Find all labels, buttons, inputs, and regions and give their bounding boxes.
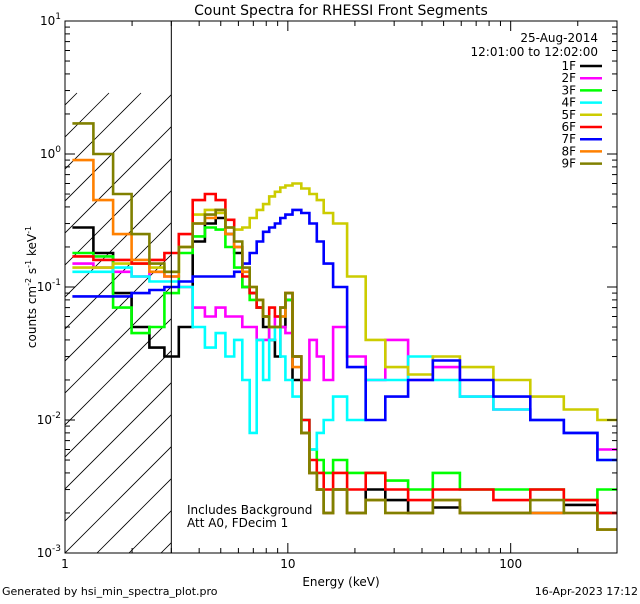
date-label: 25-Aug-2014 [520, 31, 598, 45]
legend-label-7f: 7F [561, 132, 576, 146]
axis-ticks [64, 20, 618, 554]
series-line-1f [72, 216, 617, 515]
y-tick-label: 101 [40, 12, 61, 28]
annotation-attenuator: Att A0, FDecim 1 [187, 516, 288, 530]
chart-title: Count Spectra for RHESSI Front Segments [194, 3, 488, 19]
footer-generated-date: 16-Apr-2023 17:12 [535, 585, 638, 598]
y-tick-label: 10-1 [37, 278, 61, 294]
background-hatched-region [65, 92, 172, 553]
legend-label-1f: 1F [561, 59, 576, 73]
time-range-label: 12:01:00 to 12:02:00 [471, 45, 598, 59]
axis-tick-labels: 1 10 100 10-3 10-2 10-1 100 101 [37, 12, 522, 571]
x-tick-label: 100 [499, 557, 522, 571]
x-axis-label: Energy (keV) [302, 575, 379, 589]
y-tick-label: 100 [40, 145, 61, 161]
series-line-7f [72, 208, 617, 462]
annotation-background: Includes Background [187, 503, 312, 517]
footer-generated-by: Generated by hsi_min_spectra_plot.pro [2, 585, 218, 598]
legend-label-5f: 5F [561, 108, 576, 122]
y-tick-label: 10-3 [37, 544, 61, 560]
series-layer [72, 122, 617, 531]
legend-label-4f: 4F [561, 96, 576, 110]
legend-label-2f: 2F [561, 71, 576, 85]
x-tick-label: 10 [280, 557, 295, 571]
legend-label-6f: 6F [561, 120, 576, 134]
legend-label-3f: 3F [561, 83, 576, 97]
series-line-9f [72, 122, 617, 531]
y-tick-label: 10-2 [37, 411, 61, 427]
legend-label-8f: 8F [561, 144, 576, 158]
y-axis-label: counts cm-2 s-1 keV-1 [24, 226, 39, 348]
hatch-lines [65, 92, 172, 553]
legend-label-9f: 9F [561, 157, 576, 171]
x-tick-label: 1 [61, 557, 69, 571]
